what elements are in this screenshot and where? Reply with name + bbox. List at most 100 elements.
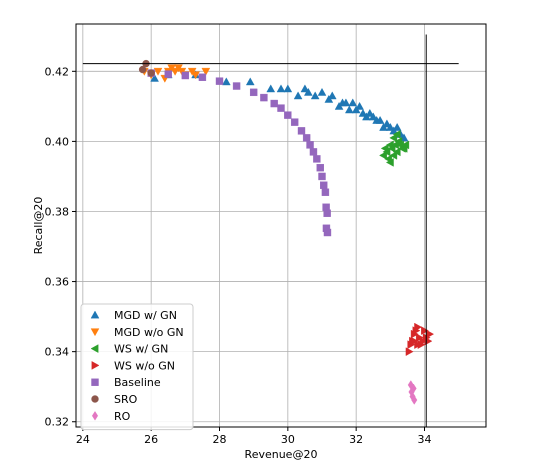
legend-marker: [91, 395, 99, 403]
mgd-w-gn-point: [303, 87, 313, 96]
baseline-point: [302, 134, 311, 142]
mgd-w-gn-point: [221, 77, 231, 86]
mgd-w-gn-point: [358, 108, 368, 117]
x-tick-label: 28: [213, 433, 227, 446]
mgd-w-o-gn-point: [191, 71, 200, 80]
mgd-w-gn-point: [382, 119, 392, 128]
legend-marker: [90, 344, 99, 353]
mgd-w-gn-point: [348, 98, 358, 107]
x-tick-label: 30: [281, 433, 295, 446]
sro-point: [147, 69, 155, 77]
ticks-layer: 24 26 28 30 32 34 0.32 0.34 0.36 0.38 0.40 0.42: [45, 65, 432, 446]
baseline-point: [198, 73, 207, 81]
baseline-point: [260, 93, 268, 102]
y-axis-label: Recall@20: [32, 197, 45, 255]
mgd-w-gn-point: [150, 73, 159, 82]
ws-w-gn-point: [392, 130, 401, 139]
y-tick-label: 0.32: [45, 416, 70, 429]
mgd-w-gn-point: [368, 112, 378, 121]
mgd-w-gn-point: [283, 84, 293, 93]
points-layer: [138, 59, 435, 405]
baseline-point: [290, 118, 299, 126]
baseline-point: [323, 209, 331, 217]
mgd-w-gn-point: [375, 115, 385, 124]
legend-label: WS w/ GN: [114, 343, 168, 356]
baseline-point: [306, 141, 314, 149]
baseline-point: [181, 71, 190, 80]
ws-w-o-gn-point: [414, 340, 423, 349]
x-axis-label: Revenue@20: [245, 448, 318, 461]
baseline-point: [316, 163, 324, 172]
mgd-w-gn-point: [355, 101, 364, 110]
legend-label: MGD w/ GN: [114, 309, 177, 322]
ws-w-o-gn-point: [414, 322, 423, 332]
baseline-point: [277, 104, 285, 112]
mgd-w-gn-point: [310, 91, 320, 100]
mgd-w-o-gn-point: [201, 67, 211, 76]
ws-w-gn-point: [389, 151, 398, 160]
legend-label: Baseline: [114, 376, 161, 389]
mgd-w-gn-point: [266, 84, 276, 93]
mgd-w-gn-point: [300, 84, 310, 93]
mgd-w-gn-point: [392, 122, 402, 131]
x-tick-label: 34: [418, 433, 432, 446]
y-tick-label: 0.36: [45, 276, 70, 289]
baseline-point: [270, 99, 278, 108]
ws-w-o-gn-point: [405, 347, 414, 356]
legend-marker: [91, 378, 99, 386]
legend-marker: [91, 361, 100, 370]
baseline-point: [320, 181, 328, 189]
mgd-w-gn-point: [365, 108, 375, 117]
baseline-point: [313, 155, 321, 163]
legend-label: WS w/o GN: [114, 359, 175, 372]
y-tick-label: 0.42: [45, 65, 70, 78]
mgd-w-gn-point: [317, 87, 327, 96]
mgd-w-gn-point: [344, 105, 354, 114]
ro-point: [411, 395, 418, 405]
baseline-point: [249, 88, 258, 97]
mgd-w-o-gn-point: [170, 67, 180, 76]
x-tick-label: 24: [76, 433, 90, 446]
baseline-point: [164, 70, 172, 78]
legend-box: [80, 303, 194, 431]
ws-w-o-gn-point: [426, 329, 435, 339]
ws-w-gn-point: [401, 140, 410, 150]
ws-w-gn-point: [392, 147, 401, 157]
baseline-point: [215, 77, 224, 85]
y-tick-label: 0.34: [45, 346, 70, 359]
baseline-point: [284, 111, 292, 119]
ws-w-gn-point: [379, 151, 387, 160]
ws-w-o-gn-point: [421, 326, 429, 335]
mgd-w-gn-point: [293, 91, 303, 100]
mgd-w-gn-point: [276, 84, 286, 93]
plot-frame: [75, 23, 487, 428]
y-tick-label: 0.40: [45, 135, 70, 148]
legend-marker: [90, 310, 100, 319]
baseline-point: [297, 127, 306, 135]
sro-point: [138, 65, 147, 74]
mgd-w-o-gn-point: [153, 67, 163, 76]
mgd-w-gn-point: [327, 91, 337, 100]
ws-w-gn-point: [382, 147, 391, 157]
y-tick-label: 0.38: [45, 205, 70, 218]
mgd-w-gn-point: [245, 77, 255, 86]
baseline-point: [318, 172, 326, 181]
ws-w-gn-point: [387, 144, 396, 153]
reference-lines: [82, 34, 459, 427]
baseline-point: [321, 188, 330, 196]
legend-marker: [90, 328, 100, 337]
ws-w-gn-point: [389, 133, 398, 143]
baseline-point: [323, 228, 332, 237]
ro-point: [410, 383, 417, 394]
mgd-w-gn-point: [385, 122, 395, 131]
x-tick-label: 32: [349, 433, 363, 446]
ws-w-gn-point: [385, 158, 394, 167]
legend-label: SRO: [114, 393, 138, 406]
legend-marker: [91, 411, 99, 421]
legend: MGD w/ GN MGD w/o GN WS w/ GN WS w/o GN Base…: [80, 303, 194, 431]
legend-label: RO: [114, 410, 131, 423]
x-tick-label: 26: [144, 433, 158, 446]
legend-label: MGD w/o GN: [114, 326, 184, 339]
baseline-point: [309, 148, 318, 156]
